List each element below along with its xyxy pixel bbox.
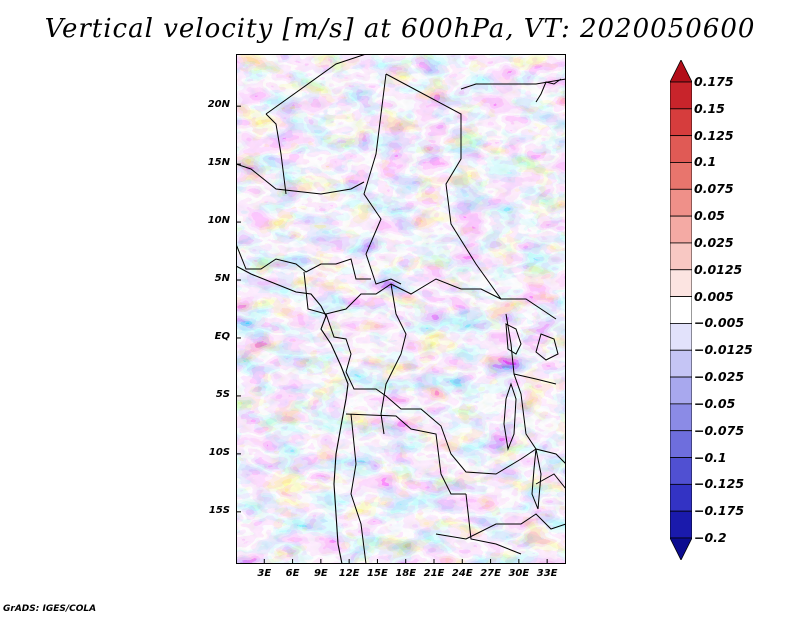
lon-label: 24E [451,568,473,579]
lon-label: 33E [536,568,558,579]
lat-label: EQ [214,330,230,342]
lon-label: 30E [508,568,530,579]
colorbar-label: −0.125 [694,476,745,492]
lon-label: 12E [338,568,360,579]
colorbar-segment [670,162,692,190]
lon-label: 21E [423,568,445,579]
colorbar-segment [670,349,692,378]
map-tick-marks [236,105,548,564]
colorbar-label: 0.1 [694,154,717,170]
colorbar-segment [670,323,692,351]
colorbar-segment [670,403,692,432]
colorbar-segment [670,430,692,458]
lon-label: 9E [313,568,328,579]
colorbar-segment [670,242,692,271]
lon-label: 6E [285,568,300,579]
colorbar-segment [670,108,692,137]
colorbar-segment [670,215,692,244]
country-borders [236,54,566,564]
map-title: Vertical velocity [m/s] at 600hPa, VT: 2… [44,14,756,44]
colorbar-label: −0.1 [694,449,727,465]
colorbar-label: −0.175 [694,503,745,519]
lat-label: 10S [208,446,230,458]
lon-label: 3E [257,568,272,579]
colorbar-segment [670,135,692,163]
grads-credit: GrADS: IGES/COLA [3,604,97,614]
colorbar [670,60,692,560]
colorbar-label: 0.15 [694,100,725,116]
colorbar-label: −0.075 [694,422,745,438]
colorbar-label: 0.0125 [694,261,743,277]
lon-label: 18E [395,568,417,579]
colorbar-label: −0.025 [694,369,745,385]
lat-label: 10N [207,215,230,227]
lat-label: 15N [207,157,230,169]
colorbar-label: 0.175 [694,74,734,89]
colorbar-label: 0.075 [694,181,734,197]
colorbar-min-arrow [670,537,692,560]
lat-label: 5S [215,388,230,400]
lakes [503,323,559,510]
coastline [236,265,349,564]
colorbar-segment [670,81,692,110]
lon-label: 27E [480,568,501,579]
colorbar-segment [670,296,692,324]
colorbar-label: 0.005 [694,288,734,304]
colorbar-label: −0.2 [694,530,727,545]
map-frame [236,54,566,564]
colorbar-label: 0.025 [694,234,734,250]
colorbar-label: −0.005 [694,315,745,331]
lat-label: 15S [208,504,230,516]
lat-label: 20N [207,99,230,111]
colorbar-label: −0.0125 [694,342,753,358]
colorbar-segment [670,457,692,485]
colorbar-label: 0.05 [694,208,725,224]
colorbar-max-arrow [670,60,692,83]
lon-label: 15E [367,568,388,579]
colorbar-segment [670,483,692,512]
colorbar-segment [670,510,692,539]
colorbar-label: −0.05 [694,395,736,411]
vertical-velocity-texture [236,54,566,564]
colorbar-label: 0.125 [694,127,734,143]
colorbar-segment [670,188,692,217]
colorbar-segment [670,376,692,405]
colorbar-segment [670,269,692,297]
lat-label: 5N [214,273,230,285]
vertical-velocity-map [236,54,566,564]
